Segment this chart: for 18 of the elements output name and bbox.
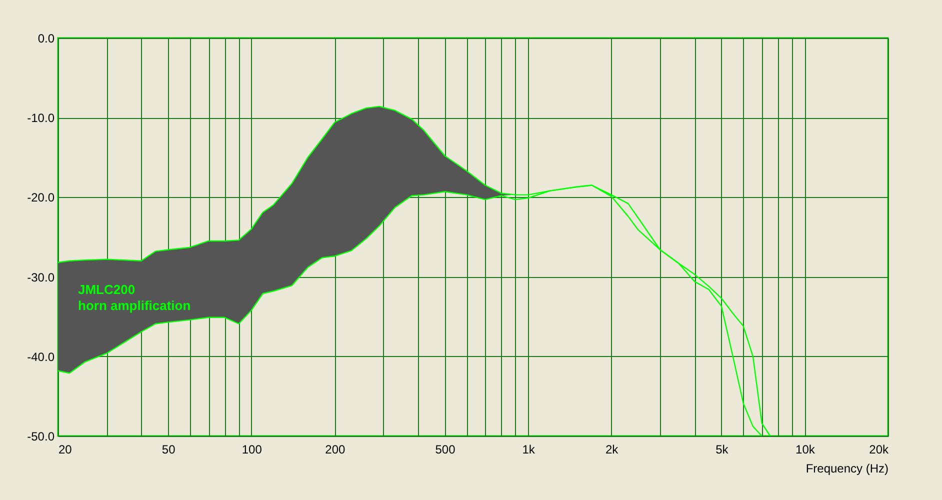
x-tick-label: 50 [162,442,176,456]
x-tick-label: 2k [605,442,620,456]
y-tick-label: -50.0 [27,430,55,444]
x-tick-label: 100 [242,442,262,456]
x-tick-label: 500 [435,442,456,456]
x-tick-label: 10k [796,442,816,456]
annotation: JMLC200 horn amplification [78,282,191,313]
y-tick-label: 0.0 [38,32,55,46]
y-tick-label: -20.0 [27,190,55,205]
x-tick-label: 1k [522,442,536,456]
x-axis-title: Frequency (Hz) [806,462,889,476]
y-tick-label: -30.0 [27,270,55,284]
x-tick-label: 20 [58,442,72,456]
y-tick-label: -40.0 [27,350,55,364]
x-tick-label: 200 [325,442,346,456]
x-tick-label: 20k [869,442,890,456]
x-tick-label: 5k [716,442,730,456]
y-tick-label: -10.0 [27,111,55,126]
